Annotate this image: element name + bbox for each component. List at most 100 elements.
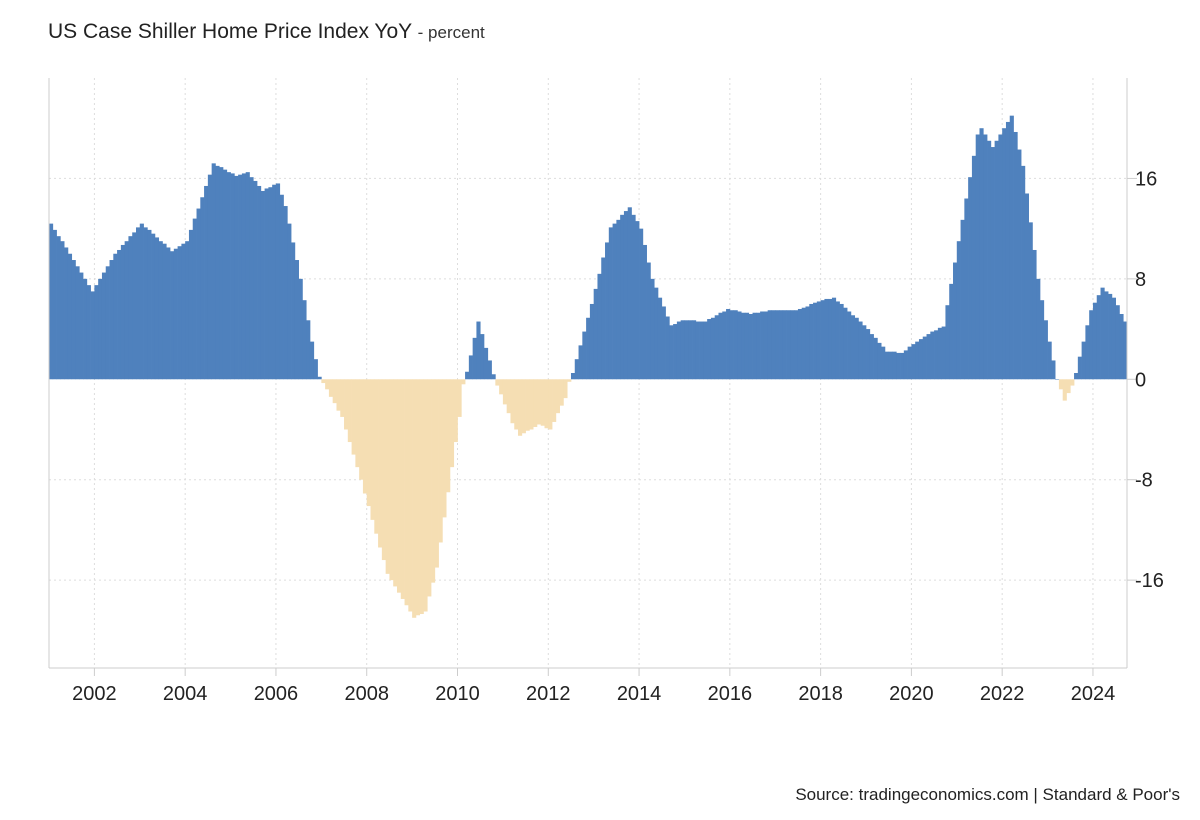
- bar: [809, 303, 814, 380]
- bar: [620, 214, 625, 380]
- bar: [491, 374, 496, 380]
- x-tick-label: 2016: [708, 683, 753, 705]
- bar: [347, 379, 352, 443]
- bar: [552, 379, 557, 422]
- bar: [635, 221, 640, 380]
- bar: [75, 266, 80, 380]
- bar: [756, 312, 761, 380]
- x-tick-label: 2018: [798, 683, 843, 705]
- bar: [317, 376, 322, 380]
- bar: [1043, 320, 1048, 380]
- bar: [476, 321, 481, 380]
- bar: [733, 310, 738, 380]
- bar: [154, 237, 160, 380]
- bar: [340, 379, 345, 417]
- bar: [839, 303, 844, 380]
- bar: [570, 373, 576, 380]
- bar-series: [49, 115, 1128, 618]
- bar: [627, 207, 632, 380]
- bar: [56, 236, 61, 380]
- bar: [1070, 379, 1075, 386]
- bar: [699, 321, 704, 380]
- bar: [71, 260, 76, 380]
- bar: [510, 379, 515, 424]
- bar: [533, 379, 538, 427]
- bar: [506, 379, 511, 414]
- bar: [601, 257, 606, 380]
- bar: [257, 185, 262, 380]
- bar: [831, 297, 837, 380]
- bar: [960, 219, 965, 380]
- bar: [67, 253, 73, 380]
- bar: [741, 312, 746, 380]
- bar: [903, 350, 908, 380]
- bar: [332, 379, 337, 404]
- bar: [782, 310, 787, 380]
- bar: [1024, 193, 1029, 380]
- bar: [918, 339, 924, 380]
- bar: [502, 379, 508, 405]
- bar: [707, 319, 712, 380]
- bar: [555, 379, 560, 414]
- x-tick-label: 2020: [889, 683, 934, 705]
- bar: [306, 320, 311, 380]
- bar: [1021, 165, 1026, 380]
- bar: [132, 232, 137, 380]
- bar: [177, 246, 182, 380]
- bar: [877, 342, 882, 380]
- bar: [204, 185, 209, 380]
- bar: [1051, 360, 1056, 380]
- bar: [869, 334, 874, 380]
- bar: [896, 352, 901, 380]
- bar: [813, 302, 818, 380]
- bar: [911, 344, 916, 380]
- bar: [385, 379, 390, 574]
- bar: [763, 311, 769, 380]
- bar: [1089, 310, 1094, 380]
- bar: [1111, 297, 1116, 380]
- bar: [881, 346, 886, 380]
- bar: [275, 183, 281, 380]
- bar: [143, 227, 148, 380]
- bar: [525, 379, 530, 431]
- bar: [790, 310, 795, 380]
- bar: [1104, 291, 1109, 380]
- bar: [211, 163, 216, 380]
- bar: [971, 155, 977, 380]
- bar: [166, 247, 171, 380]
- bar: [1036, 278, 1041, 380]
- bar: [438, 379, 443, 543]
- bar: [124, 241, 129, 380]
- bar: [434, 379, 439, 568]
- bar: [703, 321, 708, 380]
- bar: [968, 177, 973, 380]
- x-tick-label: 2012: [526, 683, 571, 705]
- source-note: Source: tradingeconomics.com | Standard …: [795, 785, 1180, 804]
- chart-title-main: US Case Shiller Home Price Index YoY: [48, 20, 412, 43]
- chart-subtitle: - percent: [417, 23, 485, 42]
- bar: [52, 229, 57, 380]
- bar: [631, 214, 636, 380]
- bar: [673, 324, 678, 380]
- bar: [884, 351, 890, 380]
- bar: [1032, 249, 1037, 380]
- bar: [873, 337, 878, 380]
- bar: [136, 227, 141, 380]
- bar: [888, 351, 893, 380]
- bar: [412, 379, 417, 618]
- bar: [578, 345, 583, 380]
- axes: [48, 78, 1137, 676]
- bar: [540, 379, 545, 426]
- bar: [544, 379, 549, 429]
- bar: [499, 379, 504, 395]
- bar: [748, 314, 753, 380]
- bar: [396, 379, 402, 593]
- bar: [79, 272, 84, 380]
- bar: [1047, 341, 1052, 380]
- bar: [684, 320, 689, 380]
- bar: [828, 298, 833, 380]
- bar: [786, 310, 791, 380]
- bar: [325, 379, 330, 390]
- bar: [1074, 373, 1079, 380]
